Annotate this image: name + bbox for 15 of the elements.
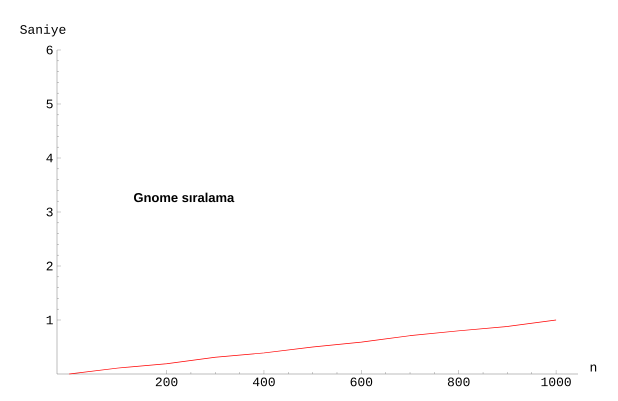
y-tick-label: 3 <box>46 208 53 216</box>
y-tick-label: 1 <box>46 316 53 324</box>
x-axis-title: n <box>590 364 596 372</box>
x-tick-label: 200 <box>156 378 178 386</box>
y-tick-label: 2 <box>46 262 53 270</box>
x-tick-label: 1000 <box>541 378 571 386</box>
x-tick-label: 800 <box>448 378 470 386</box>
x-tick-label: 400 <box>252 378 275 386</box>
y-tick-label: 4 <box>46 154 53 162</box>
y-axis-title: Saniye <box>20 24 66 36</box>
y-tick-label: 6 <box>46 46 53 54</box>
line-series <box>68 320 556 374</box>
x-tick-label: 600 <box>350 378 372 386</box>
annotation: Gnome sıralama <box>134 192 234 202</box>
y-tick-label: 5 <box>46 100 53 108</box>
